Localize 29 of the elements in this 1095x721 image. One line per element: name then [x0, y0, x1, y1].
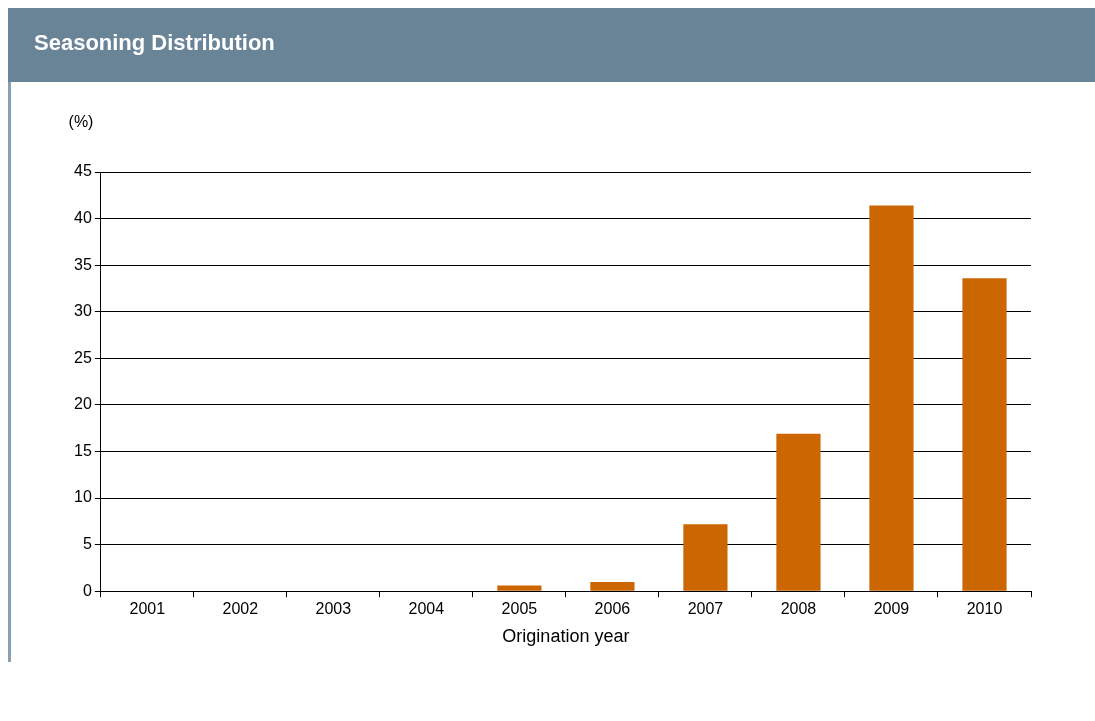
x-tick-label: 2010: [966, 600, 1003, 618]
bar: [962, 278, 1007, 591]
y-tick-label: 45: [74, 162, 92, 180]
y-tick-label: 25: [74, 348, 92, 366]
y-tick-label: 35: [74, 255, 92, 273]
y-tick-label: 5: [82, 535, 92, 553]
x-tick-label: 2004: [408, 600, 445, 618]
x-tick-label: 2003: [315, 600, 352, 618]
bar: [497, 585, 542, 591]
y-tick-label: 20: [74, 395, 92, 413]
x-tick-label: 2008: [780, 600, 817, 618]
x-tick-label: 2009: [873, 600, 910, 618]
y-axis-title: (%): [68, 113, 94, 130]
x-tick-label: 2006: [594, 600, 631, 618]
bar: [869, 205, 914, 591]
x-axis-title: Origination year: [502, 626, 630, 647]
bar: [590, 581, 635, 591]
bar: [776, 433, 821, 591]
x-tick-label: 2002: [222, 600, 259, 618]
chart-title: Seasoning Distribution: [8, 8, 1095, 82]
y-tick-label: 10: [74, 488, 92, 506]
x-tick-label: 2007: [687, 600, 724, 618]
y-tick-label: 15: [74, 441, 92, 459]
y-tick-label: 30: [74, 302, 92, 320]
x-tick-label: 2001: [129, 600, 166, 618]
y-tick-label: 0: [82, 581, 92, 599]
x-tick-label: 2005: [501, 600, 538, 618]
y-tick-label: 40: [74, 208, 92, 226]
bar: [683, 524, 728, 591]
